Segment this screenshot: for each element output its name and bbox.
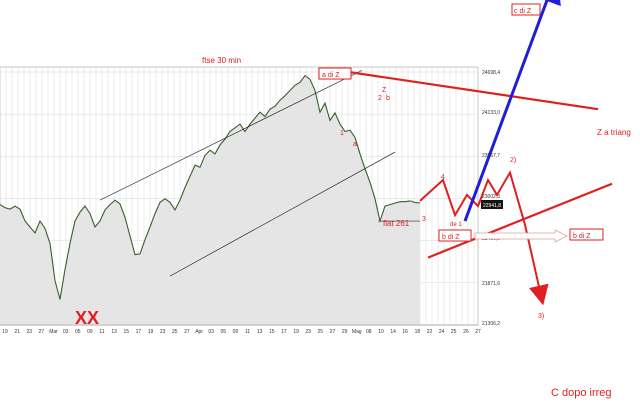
x-tick-label: 27 [39,329,45,335]
wave-label-1: 1 [340,130,344,137]
x-tick-label: 03 [63,329,69,335]
wave-label-3: 3 [422,216,426,223]
price-series [0,74,421,300]
x-tick-label: 15 [124,329,130,335]
x-tick-label: 13 [111,329,117,335]
annotation-xx: XX [75,308,99,328]
x-tick-label: 05 [75,329,81,335]
x-tick-label: 23 [27,329,33,335]
x-tick-label: 16 [402,329,408,335]
z-triangle-lines [347,70,613,259]
last-price-tag: 22941,8 [481,200,503,209]
price-area-fill [0,75,420,325]
x-tick-label: 27 [475,329,481,335]
annotation-z-a-triang: Z a triang [597,128,631,137]
red-forecast-path [419,170,549,306]
triangle-line [427,182,613,259]
x-tick-label: 08 [366,329,372,335]
x-tick-label: 27 [330,329,336,335]
x-tick-label: 21 [14,329,20,335]
x-tick-label: 23 [305,329,311,335]
x-tick-label: 26 [463,329,469,335]
price-line [0,74,421,300]
annotation-b-di-z-left: b di Z [438,229,472,242]
x-tick-label: Mag [352,329,362,335]
x-tick-label: 14 [390,329,396,335]
wave-label-zz: Z [382,87,387,94]
blue-arrow [463,0,561,222]
x-tick-label: Mar [49,329,58,335]
y-tick-label: 21306,2 [482,321,500,327]
x-tick-label: 19 [293,329,299,335]
x-tick-label: 17 [281,329,287,335]
wave-label-a: a [353,141,357,148]
x-tick-label: 10 [378,329,384,335]
x-tick-label: 18 [415,329,421,335]
x-tick-label: 25 [172,329,178,335]
x-tick-label: 15 [269,329,275,335]
x-axis: 19 21 23 27 Mar 03 05 09 11 13 15 17 19 23 25 27 Apr 03 05… [0,324,481,335]
annotation-c-di-z: c di Z [511,3,541,16]
channel-line [169,151,396,277]
wave-label-b: b [386,95,390,102]
x-tick-label: 27 [184,329,190,335]
last-price-label: 22941,8 [483,203,501,209]
x-tick-label: 03 [208,329,214,335]
chart-title: ftse 30 min [202,56,241,65]
wave-label-3-paren: 3) [538,313,544,320]
x-tick-label: 11 [99,329,104,335]
channel-line [99,70,363,201]
y-tick-label: 24133,0 [482,110,500,116]
x-tick-label: 29 [342,329,348,335]
footer-note: C dopo irreg [551,387,612,399]
x-tick-label: 19 [148,329,154,335]
x-tick-label: Apr [195,329,203,335]
x-tick-label: 23 [160,329,166,335]
x-tick-label: 24 [439,329,445,335]
y-tick-label: 24698,4 [482,70,500,76]
x-tick-label: 19 [2,329,8,335]
triangle-line [347,70,599,111]
annotation-a-di-z: a di Z [318,67,352,80]
y-tick-label: 23002,3 [482,194,500,200]
svg-text:a di Z: a di Z [322,72,340,79]
x-tick-label: 22 [427,329,433,335]
y-axis: 24698,4 24133,0 23567,7 23002,3 22436,9 … [482,70,500,327]
y-tick-label: 23567,7 [482,153,500,159]
x-tick-label: 25 [451,329,457,335]
forecast-path [419,170,549,306]
svg-text:b di Z: b di Z [573,233,591,240]
svg-text:c di Z: c di Z [514,8,532,15]
price-area [0,75,420,325]
x-tick-label: 11 [245,329,250,335]
annotation-b-di-z-right: b di Z [474,228,604,243]
x-tick-label: 25 [318,329,324,335]
annotation-flat-261: flat 261 [383,219,410,228]
annotation-de-1: de 1 [450,222,462,228]
blue-forecast-arrow [463,0,561,222]
x-tick-label: 09 [87,329,93,335]
wave-label-4: 4 [441,174,445,181]
wave-label-2-paren: 2) [510,157,516,164]
svg-text:b di Z: b di Z [442,234,460,241]
x-tick-label: 09 [233,329,239,335]
x-tick-label: 05 [221,329,227,335]
x-tick-label: 17 [136,329,142,335]
wave-label-2: 2 [378,95,382,102]
x-tick-label: 13 [257,329,263,335]
y-tick-label: 21871,6 [482,281,500,287]
trend-channel-lines [99,70,396,277]
